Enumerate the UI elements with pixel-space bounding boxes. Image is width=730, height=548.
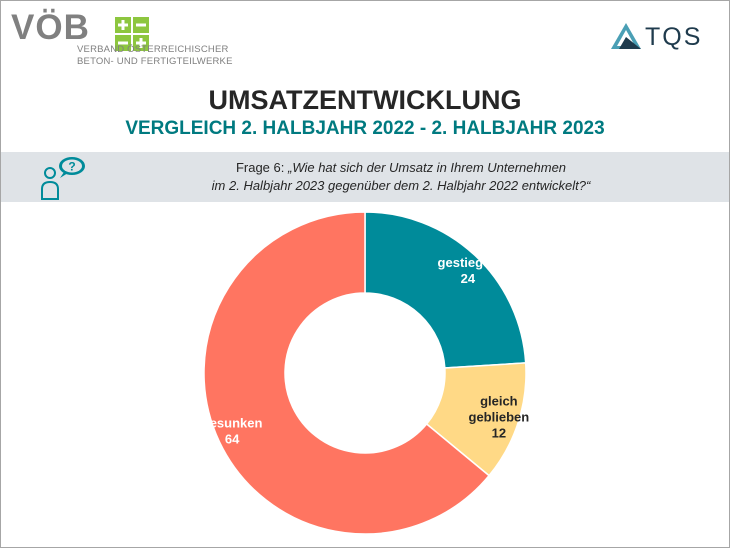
question-band: ? Frage 6: „Wie hat sich der Umsatz in I… (1, 152, 729, 202)
data-label-gleich-geblieben: gleich geblieben 12 (469, 393, 530, 440)
donut-slice-gestiegen (364, 211, 527, 369)
tqs-logo: TQS (609, 21, 719, 51)
page-title: UMSATZENTWICKLUNG (208, 85, 522, 115)
tqs-triangle-logo-icon (611, 23, 641, 49)
question-line2: im 2. Halbjahr 2023 gegenüber dem 2. Hal… (211, 178, 591, 193)
data-label-gesunken: gesunken 64 (202, 416, 263, 447)
question-text: Frage 6: „Wie hat sich der Umsatz in Ihr… (101, 159, 701, 195)
question-line1: „Wie hat sich der Umsatz in Ihrem Untern… (287, 160, 567, 175)
voeb-tagline-line1: VERBAND ÖSTERREICHISCHER (77, 44, 229, 55)
question-prefix: Frage 6: (235, 160, 288, 175)
voeb-tagline-line2: BETON- UND FERTIGTEILWERKE (77, 56, 233, 67)
voeb-logo: VÖB VERBAND ÖSTERREICHISCHER BETON- UND … (11, 8, 233, 69)
page-subtitle: VERGLEICH 2. HALBJAHR 2022 - 2. HALBJAHR… (125, 118, 605, 139)
svg-text:?: ? (68, 160, 75, 174)
tqs-wordmark: TQS (645, 23, 703, 51)
donut-slice-gesunken (203, 211, 491, 535)
person-question-icon: ? (41, 157, 85, 200)
voeb-plus-logo-icon (115, 17, 149, 51)
voeb-wordmark: VÖB (11, 8, 90, 47)
data-label-gestiegen: gestiegen 24 (438, 255, 499, 286)
